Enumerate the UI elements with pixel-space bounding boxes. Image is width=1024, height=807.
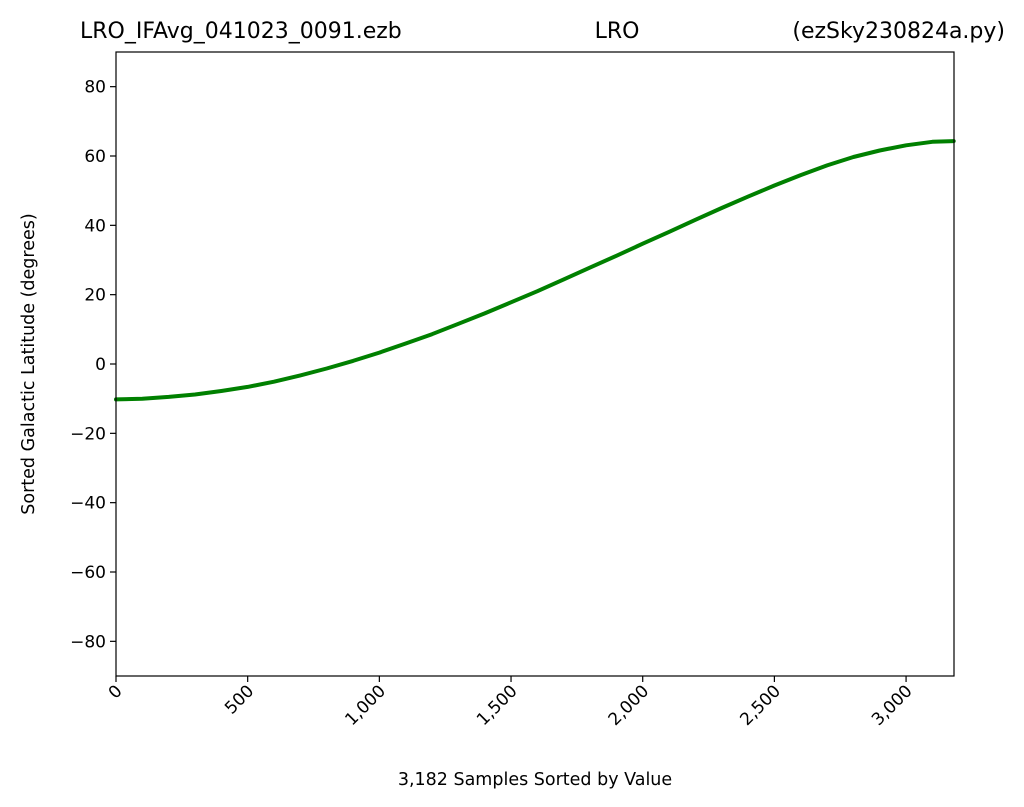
y-tick-label: −60 [70, 563, 106, 583]
plot-frame [115, 51, 955, 677]
y-tick-label: 0 [95, 355, 106, 375]
x-tick-label: 2,500 [736, 681, 785, 730]
y-tick-label: 60 [84, 147, 106, 167]
x-tick-label: 3,000 [868, 681, 917, 730]
title-filename: LRO_IFAvg_041023_0091.ezb [80, 19, 402, 44]
x-tick-label: 1,000 [341, 681, 390, 730]
title-station: LRO [595, 19, 640, 44]
y-tick-label: 40 [84, 216, 106, 236]
y-tick-label: −80 [70, 632, 106, 652]
x-tick-label: 1,500 [473, 681, 522, 730]
y-tick-label: 20 [84, 286, 106, 306]
x-axis-label: 3,182 Samples Sorted by Value [398, 770, 672, 790]
y-tick-label: −40 [70, 494, 106, 514]
x-tick-label: 2,000 [605, 681, 654, 730]
x-tick-label: 500 [221, 681, 258, 718]
x-axis: 0 500 1,000 1,500 2,000 2,500 3,000 [105, 676, 917, 730]
x-tick-label: 0 [105, 681, 127, 703]
y-tick-label: 80 [84, 78, 106, 98]
y-tick-label: −20 [70, 424, 106, 444]
y-axis-label: Sorted Galactic Latitude (degrees) [19, 213, 39, 514]
series-line-0 [114, 139, 956, 402]
y-axis: −80 −60 −40 −20 0 20 40 60 80 [70, 78, 116, 652]
plot-area [114, 139, 956, 402]
title-script: (ezSky230824a.py) [792, 19, 1005, 44]
